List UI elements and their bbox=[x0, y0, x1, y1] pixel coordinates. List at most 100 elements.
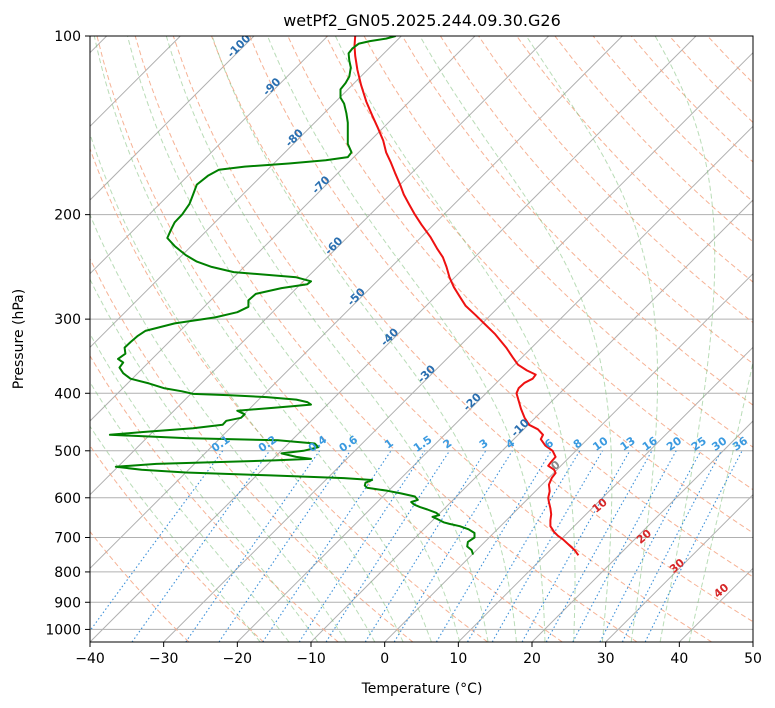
moist-adiabat-line bbox=[90, 278, 347, 642]
y-tick-label: 1000 bbox=[45, 622, 81, 638]
isotherm-label: -50 bbox=[345, 285, 368, 308]
dry-adiabat-line bbox=[172, 36, 712, 642]
x-tick-label: 50 bbox=[744, 651, 762, 667]
isotherm-label: -10 bbox=[509, 416, 532, 439]
isotherm-line bbox=[90, 36, 402, 349]
y-tick-label: 600 bbox=[54, 491, 81, 507]
dry-adiabat-line bbox=[478, 36, 753, 324]
moist-adiabat-line bbox=[688, 360, 753, 642]
moist-adiabat-line bbox=[525, 36, 658, 642]
x-tick-label: 40 bbox=[670, 651, 688, 667]
dry-adiabat-label: 20 bbox=[634, 527, 654, 547]
background-lines bbox=[90, 36, 753, 642]
isotherm-label: -90 bbox=[260, 75, 283, 98]
dry-adiabat-line bbox=[90, 147, 488, 642]
isotherm-line bbox=[457, 346, 753, 642]
x-tick-label: −30 bbox=[149, 651, 179, 667]
isotherm-line bbox=[752, 641, 753, 642]
isotherm-line bbox=[236, 125, 753, 642]
mixing-ratio-line bbox=[325, 450, 451, 642]
mixing-ratio-line bbox=[262, 450, 392, 642]
isotherm-label: -20 bbox=[461, 390, 484, 413]
series-layer bbox=[108, 36, 580, 556]
mixing-ratio-label: 1 bbox=[382, 436, 396, 451]
dry-adiabat-line bbox=[554, 36, 753, 243]
mixing-ratio-line bbox=[621, 450, 722, 642]
isotherm-line bbox=[90, 36, 697, 642]
moist-adiabat-line bbox=[90, 132, 404, 642]
mixing-ratio-label: 3 bbox=[477, 436, 491, 451]
isotherm-line bbox=[531, 420, 753, 642]
isotherm-label: -40 bbox=[378, 325, 401, 348]
moist-adiabat-line bbox=[654, 36, 716, 642]
x-tick-label: −40 bbox=[75, 651, 105, 667]
chart-title: wetPf2_GN05.2025.244.09.30.G26 bbox=[283, 11, 561, 31]
moist-adiabat-line bbox=[93, 36, 432, 642]
moist-adiabat-line bbox=[127, 36, 461, 642]
mixing-ratio-label: 0.2 bbox=[256, 433, 279, 455]
x-axis-label: Temperature (°C) bbox=[361, 681, 483, 697]
x-axis-ticks: −40 −30 −20 −10 0 10 20 30 40 50 bbox=[75, 642, 762, 667]
y-tick-label: 800 bbox=[54, 565, 81, 581]
y-tick-label: 500 bbox=[54, 444, 81, 460]
isotherm-label: -80 bbox=[283, 126, 306, 149]
isotherm-label: -30 bbox=[415, 362, 438, 385]
mixing-ratio-line bbox=[131, 450, 271, 642]
mixing-ratio-label: 2 bbox=[441, 436, 455, 451]
dry-adiabat-line bbox=[401, 36, 753, 406]
dry-adiabat-line bbox=[90, 444, 264, 642]
moist-adiabat-line bbox=[90, 332, 319, 642]
x-tick-label: 30 bbox=[597, 651, 615, 667]
dry-adiabat-line bbox=[90, 354, 339, 642]
mixing-ratio-line bbox=[599, 450, 702, 642]
y-axis-label: Pressure (hPa) bbox=[11, 289, 27, 389]
x-tick-label: 10 bbox=[449, 651, 467, 667]
mixing-ratio-label: 1.5 bbox=[411, 433, 434, 455]
dry-adiabat-label: 30 bbox=[667, 556, 687, 576]
isotherm-line bbox=[90, 36, 550, 496]
x-tick-label: 0 bbox=[380, 651, 389, 667]
mixing-ratio-line bbox=[435, 450, 552, 642]
dewpoint-profile-line bbox=[108, 36, 476, 555]
mixing-ratio-line bbox=[545, 450, 653, 642]
moist-adiabat-line bbox=[90, 381, 290, 642]
x-tick-label: −10 bbox=[296, 651, 326, 667]
y-tick-label: 100 bbox=[54, 29, 81, 45]
isotherm-line bbox=[605, 493, 753, 642]
moist-adiabat-line bbox=[90, 425, 261, 642]
x-tick-label: 20 bbox=[523, 651, 541, 667]
mixing-ratio-line bbox=[644, 450, 743, 642]
moist-adiabat-line bbox=[267, 36, 546, 642]
y-tick-label: 700 bbox=[54, 531, 81, 547]
dry-adiabat-line bbox=[439, 36, 753, 365]
mixing-ratio-line bbox=[218, 450, 351, 642]
plot-area: 0.1 0.2 0.4 0.6 1 1.5 2 3 4 6 8 10 13 16 20 25 30 36-100-… bbox=[90, 36, 753, 642]
mixing-ratio-line bbox=[185, 450, 321, 642]
dry-adiabat-line bbox=[592, 36, 753, 203]
y-tick-label: 300 bbox=[54, 312, 81, 328]
mixing-ratio-label: 0.6 bbox=[337, 433, 361, 455]
moist-adiabat-line bbox=[165, 36, 489, 642]
isotherm-line bbox=[90, 36, 476, 422]
dry-adiabat-line bbox=[134, 36, 638, 642]
x-tick-label: −20 bbox=[223, 651, 253, 667]
y-tick-label: 400 bbox=[54, 386, 81, 402]
mixing-ratio-label: 0.1 bbox=[209, 433, 232, 455]
moist-adiabat-line bbox=[90, 213, 376, 642]
plot-frame bbox=[89, 35, 754, 643]
dry-adiabat-line bbox=[96, 36, 563, 642]
mixing-ratio-line bbox=[572, 450, 677, 642]
mixing-ratio-line bbox=[521, 450, 631, 642]
y-axis-ticks: 100 200 300 400 500 600 700 800 900 1000 bbox=[45, 29, 90, 638]
moist-adiabat-line bbox=[211, 36, 517, 642]
isotherm-line bbox=[90, 36, 255, 201]
mixing-ratio-line bbox=[90, 450, 224, 632]
temperature-profile-line bbox=[353, 36, 580, 556]
y-tick-label: 900 bbox=[54, 595, 81, 611]
moist-adiabat-line bbox=[334, 36, 576, 642]
dry-adiabat-line bbox=[325, 36, 753, 491]
isotherm-line bbox=[90, 36, 329, 275]
mixing-ratio-label: 6 bbox=[542, 436, 556, 451]
dry-adiabat-line bbox=[211, 36, 753, 623]
